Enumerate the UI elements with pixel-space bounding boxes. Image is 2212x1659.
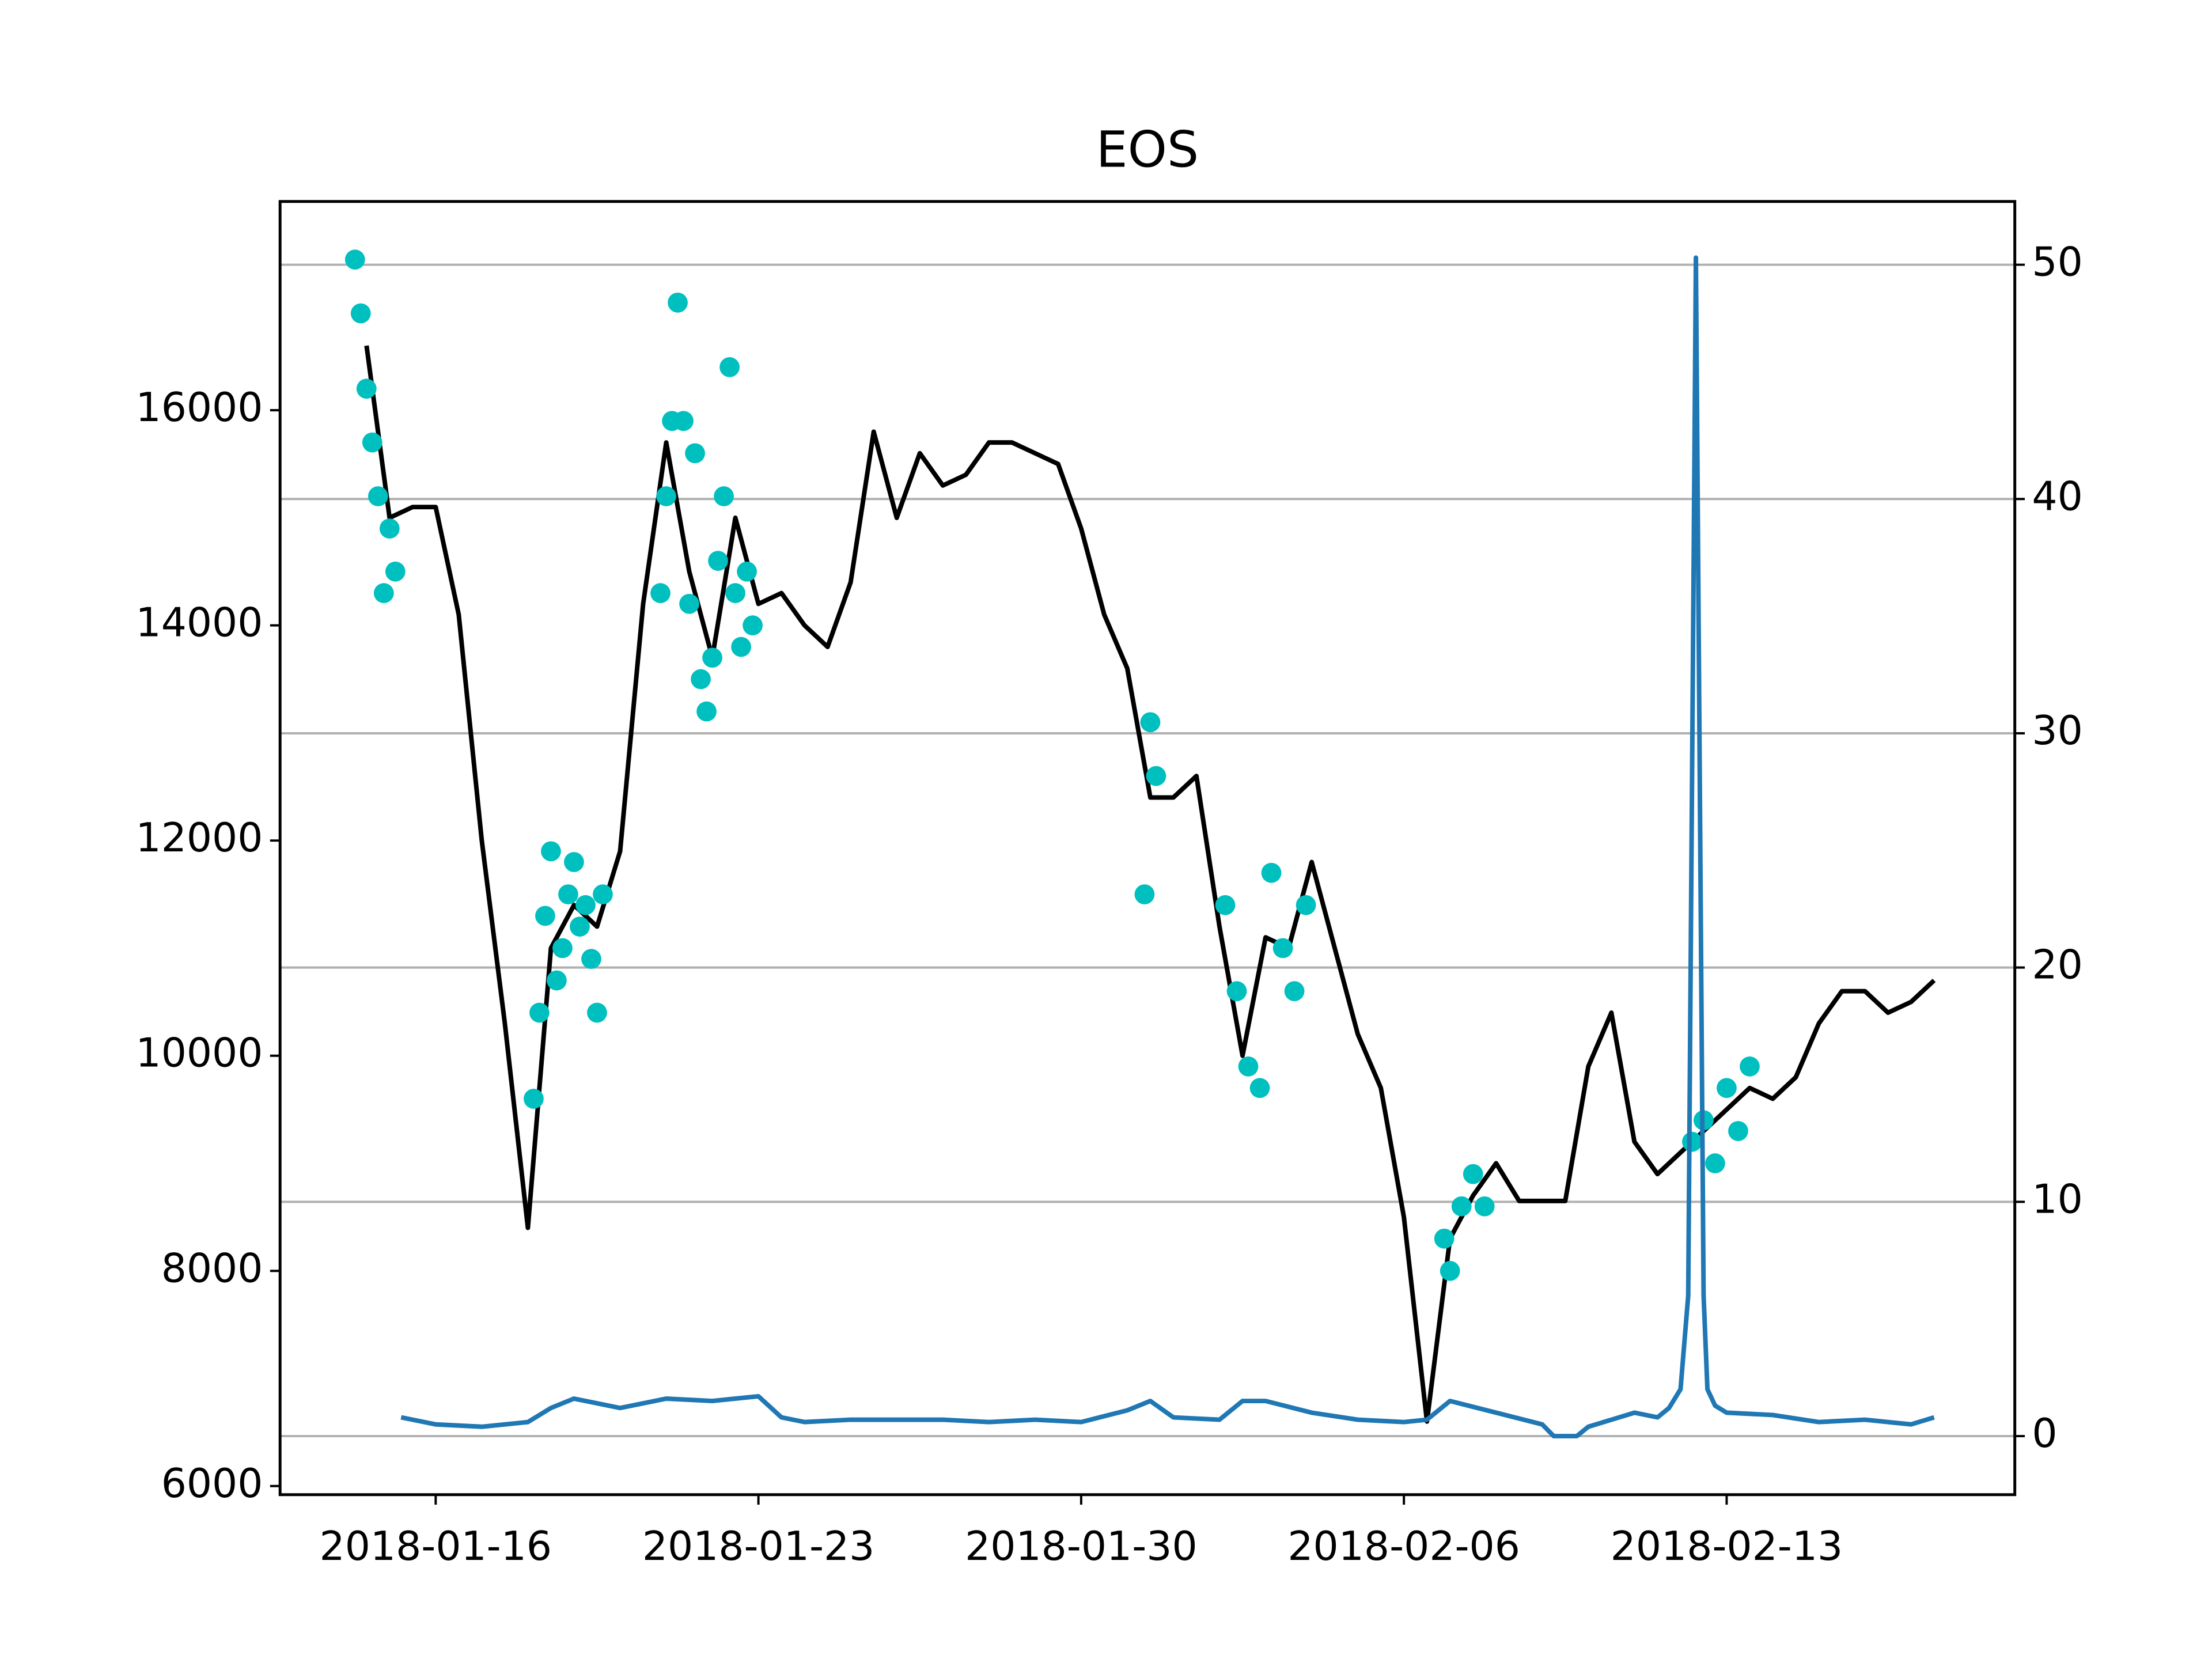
- scatter-point: [714, 486, 734, 506]
- scatter-point: [1226, 981, 1247, 1002]
- scatter-point: [1134, 884, 1155, 904]
- scatter-point: [1284, 981, 1305, 1002]
- plot-area: [344, 249, 1936, 1439]
- scatter-point: [1463, 1164, 1483, 1184]
- scatter-point: [547, 970, 567, 991]
- y-tick-label: 16000: [136, 385, 263, 431]
- scatter-point: [1474, 1196, 1495, 1217]
- scatter-point: [685, 443, 705, 464]
- scatter-point: [593, 884, 613, 904]
- scatter-point: [1728, 1121, 1748, 1141]
- scatter-point: [1249, 1078, 1270, 1099]
- scatter-point: [564, 852, 584, 872]
- y2-tick-label: 40: [2032, 474, 2082, 520]
- scatter-point: [535, 906, 555, 926]
- line-series: [400, 255, 1935, 1439]
- scatter-point: [362, 432, 382, 453]
- scatter-point: [581, 949, 601, 969]
- axes-frame: [278, 200, 2017, 1497]
- scatter-point: [587, 1002, 607, 1023]
- scatter-point: [356, 378, 377, 399]
- scatter-point: [673, 411, 694, 431]
- scatter-point: [368, 486, 388, 506]
- scatter-point: [1272, 938, 1293, 959]
- scatter-point: [719, 357, 740, 377]
- line-series: [364, 345, 1936, 1424]
- x-tick-label: 2018-02-13: [1611, 1524, 1843, 1570]
- scatter-point: [558, 884, 578, 904]
- scatter-point: [1740, 1056, 1760, 1077]
- scatter-point: [731, 637, 751, 657]
- scatter-point: [385, 561, 406, 582]
- scatter-point: [650, 583, 671, 603]
- scatter-point: [552, 938, 573, 959]
- y-tick-label: 10000: [136, 1031, 263, 1077]
- scatter-point: [668, 292, 688, 313]
- scatter-point: [1296, 895, 1316, 915]
- scatter-point: [702, 647, 722, 668]
- scatter-point: [1705, 1153, 1725, 1173]
- scatter-point: [529, 1002, 550, 1023]
- scatter-point: [524, 1089, 544, 1109]
- ticks: 6000 8000 10000 12000 14000 16000 0 10 20 30 40 50 2…: [136, 240, 2083, 1570]
- scatter-point: [679, 593, 699, 614]
- scatter-point: [541, 841, 561, 862]
- y-tick-label: 12000: [136, 815, 263, 861]
- y2-tick-label: 50: [2032, 240, 2082, 286]
- x-tick-label: 2018-02-06: [1287, 1524, 1520, 1570]
- scatter-point: [570, 916, 590, 937]
- y2-tick-label: 20: [2032, 942, 2082, 988]
- scatter-point: [344, 249, 365, 270]
- scatter-point: [725, 583, 745, 603]
- scatter-point: [1261, 862, 1282, 883]
- scatter-point: [708, 551, 728, 571]
- scatter-point: [1215, 895, 1236, 915]
- chart-title: EOS: [1096, 120, 1199, 179]
- x-tick-label: 2018-01-30: [965, 1524, 1198, 1570]
- y2-tick-label: 0: [2032, 1411, 2057, 1457]
- scatter-point: [1717, 1078, 1737, 1099]
- scatter-point: [373, 583, 394, 603]
- scatter-point: [1434, 1228, 1455, 1249]
- scatter-point: [656, 486, 676, 506]
- scatter-point: [691, 669, 711, 690]
- y2-tick-label: 10: [2032, 1176, 2082, 1222]
- y-tick-label: 8000: [161, 1245, 263, 1291]
- scatter-point: [575, 895, 596, 915]
- scatter-point: [1440, 1260, 1460, 1281]
- scatter-point: [379, 518, 400, 539]
- scatter-point: [1140, 712, 1161, 733]
- scatter-point: [696, 701, 717, 722]
- scatter-point: [1238, 1056, 1259, 1077]
- grid: [280, 263, 2015, 1438]
- scatter-point: [1451, 1196, 1472, 1217]
- y-tick-label: 14000: [136, 600, 263, 646]
- y2-tick-label: 30: [2032, 708, 2082, 754]
- y-tick-label: 6000: [161, 1461, 263, 1507]
- x-tick-label: 2018-01-23: [642, 1524, 875, 1570]
- scatter-point: [743, 615, 763, 636]
- scatter-point: [737, 561, 757, 582]
- scatter-point: [1682, 1131, 1702, 1152]
- scatter-point: [1146, 766, 1166, 786]
- scatter-point: [350, 303, 371, 324]
- x-tick-label: 2018-01-16: [320, 1524, 552, 1570]
